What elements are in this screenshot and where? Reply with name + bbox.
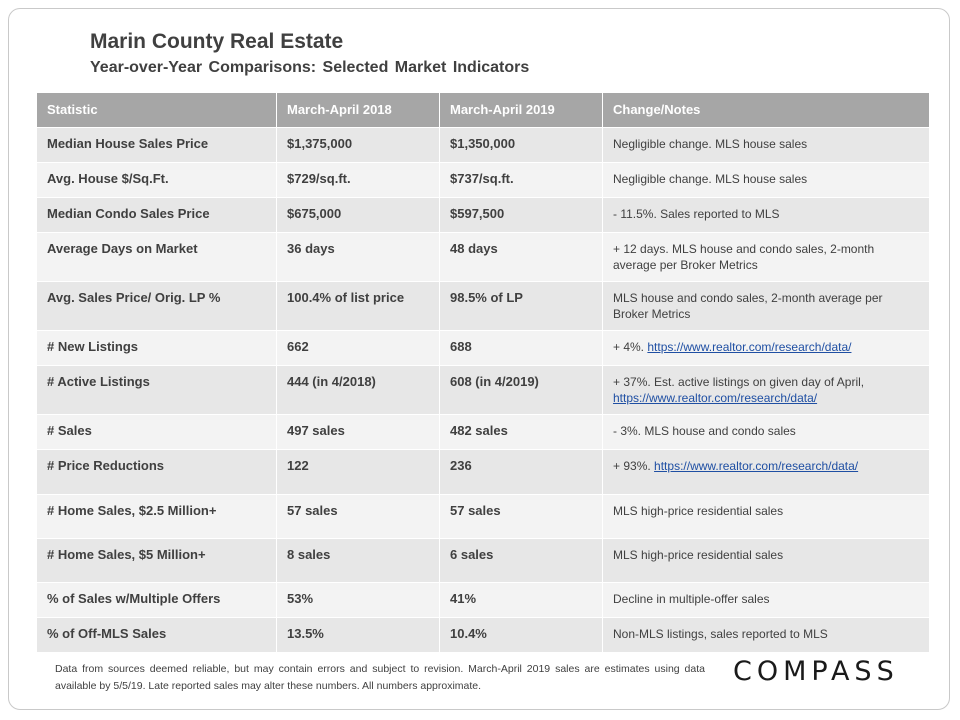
cell-y2018: 53% — [276, 582, 440, 618]
notes-text: + 12 days. MLS house and condo sales, 2-… — [613, 242, 875, 272]
table-row: % of Off-MLS Sales 13.5% 10.4% Non-MLS list… — [36, 617, 930, 653]
table-row: Median House Sales Price $1,375,000 $1,350… — [36, 127, 930, 163]
table-row: # Home Sales, $5 Million+ 8 sales 6 sales M… — [36, 538, 930, 583]
table-row: Median Condo Sales Price $675,000 $597,500… — [36, 197, 930, 233]
notes-text: Negligible change. MLS house sales — [613, 137, 808, 151]
table-row: # New Listings 662 688 + 4%. https://www.re… — [36, 330, 930, 366]
cell-notes: + 4%. https://www.realtor.com/research/d… — [602, 330, 930, 366]
table-row: # Home Sales, $2.5 Million+ 57 sales 57 sa… — [36, 494, 930, 539]
notes-text: MLS high-price residential sales — [613, 504, 784, 518]
cell-y2018: 497 sales — [276, 414, 440, 450]
cell-notes: + 12 days. MLS house and condo sales, 2-… — [602, 232, 930, 282]
research-data-link[interactable]: https://www.realtor.com/research/data/ — [654, 459, 859, 473]
notes-text: Non-MLS listings, sales reported to MLS — [613, 627, 828, 641]
cell-notes: + 37%. Est. active listings on given day… — [602, 365, 930, 415]
cell-y2019: 41% — [439, 582, 603, 618]
cell-y2018: 122 — [276, 449, 440, 495]
page-subtitle: Year-over-Year Comparisons: Selected Mar… — [90, 59, 530, 76]
notes-text: - 11.5%. Sales reported to MLS — [613, 207, 780, 221]
cell-notes: - 3%. MLS house and condo sales — [602, 414, 930, 450]
cell-y2019: 48 days — [439, 232, 603, 282]
cell-stat: Average Days on Market — [36, 232, 277, 282]
cell-y2018: $729/sq.ft. — [276, 162, 440, 198]
cell-y2018: 8 sales — [276, 538, 440, 583]
cell-stat: % of Off-MLS Sales — [36, 617, 277, 653]
cell-stat: Avg. House $/Sq.Ft. — [36, 162, 277, 198]
cell-y2019: $597,500 — [439, 197, 603, 233]
notes-text: + 4%. — [613, 340, 645, 354]
cell-notes: + 93%. https://www.realtor.com/research/… — [602, 449, 930, 495]
cell-stat: # Home Sales, $5 Million+ — [36, 538, 277, 583]
cell-stat: # Active Listings — [36, 365, 277, 415]
cell-y2019: 236 — [439, 449, 603, 495]
cell-stat: # Price Reductions — [36, 449, 277, 495]
research-data-link[interactable]: https://www.realtor.com/research/data/ — [647, 340, 852, 354]
cell-y2019: 57 sales — [439, 494, 603, 539]
cell-y2018: 662 — [276, 330, 440, 366]
cell-y2019: 688 — [439, 330, 603, 366]
research-data-link[interactable]: https://www.realtor.com/research/data/ — [613, 391, 818, 405]
cell-notes: Decline in multiple-offer sales — [602, 582, 930, 618]
cell-notes: - 11.5%. Sales reported to MLS — [602, 197, 930, 233]
notes-text: + 37%. Est. active listings on given day… — [613, 375, 865, 389]
cell-notes: Negligible change. MLS house sales — [602, 162, 930, 198]
cell-y2018: $1,375,000 — [276, 127, 440, 163]
cell-y2019: 6 sales — [439, 538, 603, 583]
cell-y2019: 98.5% of LP — [439, 281, 603, 331]
cell-y2019: $1,350,000 — [439, 127, 603, 163]
cell-y2018: $675,000 — [276, 197, 440, 233]
cell-stat: Avg. Sales Price/ Orig. LP % — [36, 281, 277, 331]
cell-stat: # Sales — [36, 414, 277, 450]
table-row: % of Sales w/Multiple Offers 53% 41% Declin… — [36, 582, 930, 618]
table-row: # Sales 497 sales 482 sales - 3%. MLS house… — [36, 414, 930, 450]
cell-y2018: 444 (in 4/2018) — [276, 365, 440, 415]
table-row: Average Days on Market 36 days 48 days + 12… — [36, 232, 930, 282]
page-title: Marin County Real Estate — [90, 30, 344, 53]
table-row: # Active Listings 444 (in 4/2018) 608 (in … — [36, 365, 930, 415]
cell-notes: MLS high-price residential sales — [602, 494, 930, 539]
cell-stat: # New Listings — [36, 330, 277, 366]
header-2018: March-April 2018 — [276, 92, 440, 128]
slide-frame — [8, 8, 950, 710]
cell-y2019: $737/sq.ft. — [439, 162, 603, 198]
table-row: Avg. House $/Sq.Ft. $729/sq.ft. $737/sq.ft… — [36, 162, 930, 198]
cell-stat: Median Condo Sales Price — [36, 197, 277, 233]
notes-text: MLS high-price residential sales — [613, 548, 784, 562]
cell-y2018: 13.5% — [276, 617, 440, 653]
header-statistic: Statistic — [36, 92, 277, 128]
cell-stat: Median House Sales Price — [36, 127, 277, 163]
cell-y2018: 57 sales — [276, 494, 440, 539]
disclaimer-footer: Data from sources deemed reliable, but m… — [55, 663, 705, 692]
table-row: Avg. Sales Price/ Orig. LP % 100.4% of li… — [36, 281, 930, 331]
notes-text: Negligible change. MLS house sales — [613, 172, 808, 186]
cell-y2019: 482 sales — [439, 414, 603, 450]
cell-stat: % of Sales w/Multiple Offers — [36, 582, 277, 618]
notes-text: + 93%. — [613, 459, 651, 473]
header-notes: Change/Notes — [602, 92, 930, 128]
indicators-table: Statistic March-April 2018 March-April 2… — [36, 92, 930, 653]
notes-text: MLS house and condo sales, 2-month avera… — [613, 291, 883, 321]
cell-y2018: 36 days — [276, 232, 440, 282]
cell-notes: Negligible change. MLS house sales — [602, 127, 930, 163]
notes-text: Decline in multiple-offer sales — [613, 592, 770, 606]
table-row: # Price Reductions 122 236 + 93%. https://w… — [36, 449, 930, 495]
compass-logo: COMPASS — [733, 656, 899, 687]
cell-stat: # Home Sales, $2.5 Million+ — [36, 494, 277, 539]
cell-notes: MLS house and condo sales, 2-month avera… — [602, 281, 930, 331]
notes-text: - 3%. MLS house and condo sales — [613, 424, 796, 438]
header-2019: March-April 2019 — [439, 92, 603, 128]
table-header-row: Statistic March-April 2018 March-April 2… — [36, 92, 930, 128]
cell-y2019: 10.4% — [439, 617, 603, 653]
cell-notes: Non-MLS listings, sales reported to MLS — [602, 617, 930, 653]
cell-y2018: 100.4% of list price — [276, 281, 440, 331]
cell-notes: MLS high-price residential sales — [602, 538, 930, 583]
cell-y2019: 608 (in 4/2019) — [439, 365, 603, 415]
